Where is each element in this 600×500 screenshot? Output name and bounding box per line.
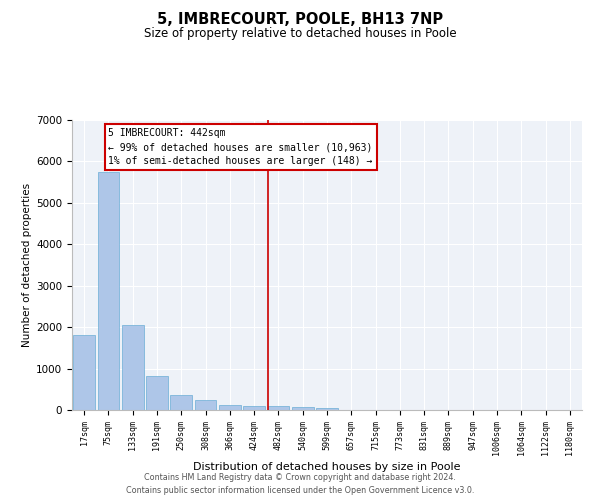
Text: 5, IMBRECOURT, POOLE, BH13 7NP: 5, IMBRECOURT, POOLE, BH13 7NP (157, 12, 443, 28)
Bar (268, 406, 289, 410)
Bar (292, 408, 314, 410)
Bar (316, 408, 338, 410)
Y-axis label: Number of detached properties: Number of detached properties (22, 183, 32, 347)
Bar (97, 172, 119, 410)
Bar (194, 400, 217, 410)
Bar (243, 406, 265, 410)
Bar (219, 405, 241, 410)
Bar (73, 336, 95, 410)
Bar (170, 394, 192, 410)
Bar (146, 376, 168, 410)
Text: Contains HM Land Registry data © Crown copyright and database right 2024.
Contai: Contains HM Land Registry data © Crown c… (126, 473, 474, 495)
Text: Size of property relative to detached houses in Poole: Size of property relative to detached ho… (143, 28, 457, 40)
Bar (122, 325, 143, 410)
X-axis label: Distribution of detached houses by size in Poole: Distribution of detached houses by size … (193, 462, 461, 471)
Text: 5 IMBRECOURT: 442sqm
← 99% of detached houses are smaller (10,963)
1% of semi-de: 5 IMBRECOURT: 442sqm ← 99% of detached h… (109, 128, 373, 166)
